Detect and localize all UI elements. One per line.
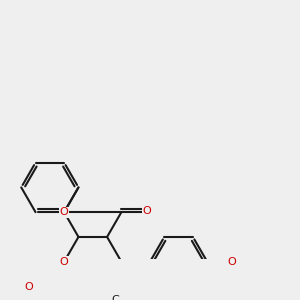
Text: O: O <box>60 257 68 267</box>
Text: O: O <box>227 257 236 267</box>
Text: O: O <box>143 206 152 216</box>
Text: O: O <box>60 207 68 217</box>
Text: C: C <box>111 295 119 300</box>
Text: O: O <box>24 281 33 292</box>
